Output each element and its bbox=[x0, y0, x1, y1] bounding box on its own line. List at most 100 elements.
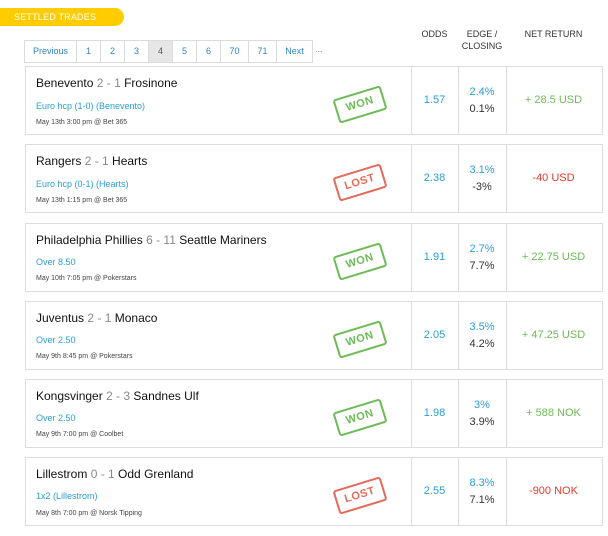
match-title[interactable]: Lillestrom 0 - 1 Odd Grenland bbox=[36, 467, 193, 481]
pagination: Previous 1 2 3 4 5 6 70 71 Next ... bbox=[24, 40, 323, 63]
next-page-button[interactable]: Next bbox=[276, 40, 313, 63]
odds-header: ODDS bbox=[421, 29, 448, 39]
page-button-6[interactable]: 6 bbox=[196, 40, 221, 63]
closing-value: 7.7% bbox=[469, 260, 495, 272]
trade-row[interactable]: Juventus 2 - 1 Monaco Over 2.50 May 9th 8:… bbox=[25, 301, 603, 370]
edge-closing-values: 3% 3.9% bbox=[458, 397, 506, 431]
edge-value: 2.7% bbox=[469, 243, 495, 255]
edge-value: 8.3% bbox=[469, 477, 495, 489]
net-return-cell bbox=[506, 67, 602, 134]
score: 2 - 1 bbox=[84, 311, 115, 325]
match-title[interactable]: Rangers 2 - 1 Hearts bbox=[36, 154, 147, 168]
edge-value: 3.5% bbox=[469, 321, 495, 333]
page-button-71[interactable]: 71 bbox=[248, 40, 277, 63]
net-return-cell bbox=[506, 380, 602, 447]
trade-meta: May 13th 3:00 pm @ Bet 365 bbox=[36, 119, 128, 126]
net-return-header: NET RETURN bbox=[524, 29, 583, 39]
edge-closing-values: 3.1% -3% bbox=[458, 162, 506, 196]
home-team: Juventus bbox=[36, 311, 85, 325]
odds-value: 1.57 bbox=[423, 94, 446, 106]
odds-cell bbox=[411, 145, 459, 212]
market-link[interactable]: Euro hcp (1-0) (Benevento) bbox=[36, 101, 146, 111]
home-team: Benevento bbox=[36, 76, 94, 90]
edge-cell bbox=[458, 145, 507, 212]
score: 6 - 11 bbox=[142, 233, 180, 247]
won-stamp: WON bbox=[332, 242, 388, 281]
market-link[interactable]: Over 2.50 bbox=[36, 413, 76, 423]
market-link[interactable]: 1x2 (Lillestrom) bbox=[36, 491, 98, 501]
won-stamp: WON bbox=[332, 398, 388, 437]
won-stamp: WON bbox=[332, 320, 388, 359]
closing-value: 7.1% bbox=[469, 494, 495, 506]
net-return-value: -40 USD bbox=[532, 172, 575, 184]
home-team: Philadelphia Phillies bbox=[36, 233, 143, 247]
trade-meta: May 9th 7:00 pm @ Coolbet bbox=[36, 431, 124, 438]
page-button-1[interactable]: 1 bbox=[76, 40, 101, 63]
edge-header-line1: EDGE / bbox=[466, 29, 498, 39]
odds-cell bbox=[411, 67, 459, 134]
edge-header-line2: CLOSING bbox=[461, 41, 503, 51]
match-title[interactable]: Juventus 2 - 1 Monaco bbox=[36, 311, 157, 325]
trade-row[interactable]: Rangers 2 - 1 Hearts Euro hcp (0-1) (Hear… bbox=[25, 144, 603, 213]
home-team: Lillestrom bbox=[36, 467, 88, 481]
odds-cell bbox=[411, 302, 459, 369]
odds-cell bbox=[411, 224, 459, 291]
odds-value: 2.55 bbox=[423, 485, 446, 497]
closing-value: -3% bbox=[472, 181, 492, 193]
page-button-2[interactable]: 2 bbox=[100, 40, 125, 63]
edge-cell bbox=[458, 67, 507, 134]
edge-value: 3% bbox=[474, 399, 490, 411]
match-title[interactable]: Kongsvinger 2 - 3 Sandnes Ulf bbox=[36, 389, 199, 403]
match-title[interactable]: Philadelphia Phillies 6 - 11 Seattle Mar… bbox=[36, 233, 267, 247]
edge-cell bbox=[458, 224, 507, 291]
score: 2 - 1 bbox=[81, 154, 113, 168]
lost-stamp: LOST bbox=[332, 163, 388, 202]
home-team: Kongsvinger bbox=[36, 389, 103, 403]
net-return-value: + 588 NOK bbox=[526, 407, 581, 419]
trade-row[interactable]: Philadelphia Phillies 6 - 11 Seattle Mar… bbox=[25, 223, 603, 292]
edge-closing-values: 2.4% 0.1% bbox=[458, 84, 506, 118]
away-team: Seattle Mariners bbox=[179, 233, 267, 247]
settled-trades-tab: SETTLED TRADES bbox=[0, 8, 124, 26]
pagination-more: ... bbox=[315, 44, 323, 54]
page-button-3[interactable]: 3 bbox=[124, 40, 149, 63]
score: 2 - 1 bbox=[93, 76, 125, 90]
trade-row[interactable]: Lillestrom 0 - 1 Odd Grenland 1x2 (Lilles… bbox=[25, 457, 603, 526]
net-return-cell bbox=[506, 145, 602, 212]
net-return-cell bbox=[506, 458, 602, 525]
page-button-70[interactable]: 70 bbox=[220, 40, 249, 63]
net-return-value: + 28.5 USD bbox=[524, 94, 583, 106]
trade-row[interactable]: Kongsvinger 2 - 3 Sandnes Ulf Over 2.50 Ma… bbox=[25, 379, 603, 448]
away-team: Monaco bbox=[114, 311, 158, 325]
edge-closing-values: 8.3% 7.1% bbox=[458, 475, 506, 509]
trade-row[interactable]: Benevento 2 - 1 Frosinone Euro hcp (1-0) … bbox=[25, 66, 603, 135]
closing-value: 3.9% bbox=[469, 416, 495, 428]
net-return-cell bbox=[506, 302, 602, 369]
market-link[interactable]: Over 2.50 bbox=[36, 335, 76, 345]
closing-value: 4.2% bbox=[469, 338, 495, 350]
net-return-cell bbox=[506, 224, 602, 291]
page-button-4-active[interactable]: 4 bbox=[148, 40, 173, 63]
odds-cell bbox=[411, 458, 459, 525]
away-team: Hearts bbox=[112, 154, 148, 168]
trade-meta: May 8th 7:00 pm @ Norsk Tipping bbox=[36, 510, 142, 517]
lost-stamp: LOST bbox=[332, 476, 388, 515]
market-link[interactable]: Over 8.50 bbox=[36, 257, 76, 267]
trade-meta: May 9th 8:45 pm @ Pokerstars bbox=[36, 353, 133, 360]
edge-value: 2.4% bbox=[469, 86, 495, 98]
page-button-5[interactable]: 5 bbox=[172, 40, 197, 63]
net-return-value: + 22.75 USD bbox=[521, 251, 586, 263]
previous-page-button[interactable]: Previous bbox=[24, 40, 77, 63]
match-title[interactable]: Benevento 2 - 1 Frosinone bbox=[36, 76, 177, 90]
edge-cell bbox=[458, 458, 507, 525]
edge-closing-header: EDGE / CLOSING bbox=[458, 28, 506, 52]
net-return-value: -900 NOK bbox=[529, 485, 578, 497]
away-team: Odd Grenland bbox=[118, 467, 194, 481]
edge-closing-values: 2.7% 7.7% bbox=[458, 241, 506, 275]
trade-meta: May 13th 1:15 pm @ Bet 365 bbox=[36, 197, 128, 204]
odds-value: 2.05 bbox=[423, 329, 446, 341]
away-team: Frosinone bbox=[124, 76, 178, 90]
market-link[interactable]: Euro hcp (0-1) (Hearts) bbox=[36, 179, 129, 189]
won-stamp: WON bbox=[332, 85, 388, 124]
edge-value: 3.1% bbox=[469, 164, 495, 176]
